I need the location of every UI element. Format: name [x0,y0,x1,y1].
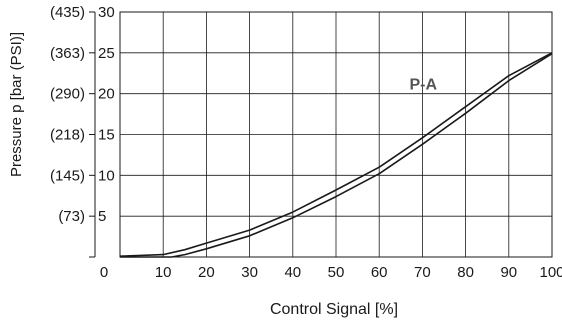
y-tick-label-bar: 15 [98,127,115,144]
x-tick-label: 10 [155,264,172,281]
x-tick-label: 30 [241,264,258,281]
x-tick-label: 40 [284,264,301,281]
y-tick-label-bar: 5 [98,208,106,225]
series-group [119,52,553,258]
y-tick-label-bar: 20 [98,86,115,103]
y-axis-label: Pressure p [bar (PSI)] [8,32,25,177]
y-tick-label-psi: (363) [50,45,85,62]
curve-annotation: P-A [409,77,437,94]
y-tick-label-psi: (218) [50,127,85,144]
series-line [120,53,553,258]
x-tick-label: 0 [100,264,108,281]
x-tick-label: 60 [371,264,388,281]
chart-grid [120,12,552,257]
y-tick-label-psi: (435) [50,4,85,21]
y-axis: 5 (73) 10 (145) 15 (218) 20 (290) 25 (363) 30 (435) [50,4,115,258]
y-tick-label-psi: (290) [50,86,85,103]
x-tick-label: 100 [539,264,562,281]
y-tick-label-psi: (73) [58,208,85,225]
x-tick-label: 90 [500,264,517,281]
y-tick-label-psi: (145) [50,167,85,184]
x-axis-ticks: 0 10 20 30 40 50 60 70 80 90 100 [100,264,562,281]
series-line [119,52,553,257]
y-tick-label-bar: 10 [98,167,115,184]
plot-frame [119,11,553,258]
x-tick-label: 20 [198,264,215,281]
x-tick-label: 70 [414,264,431,281]
x-tick-label: 50 [328,264,345,281]
y-tick-label-bar: 25 [98,45,115,62]
y-tick-label-bar: 30 [98,4,115,21]
x-tick-label: 80 [457,264,474,281]
x-axis-label: Control Signal [%] [270,301,398,318]
